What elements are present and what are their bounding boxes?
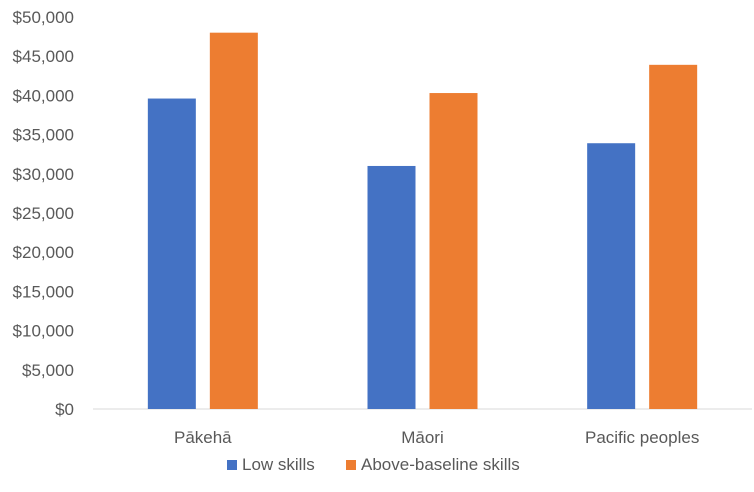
y-tick-label: $40,000 [13,86,74,105]
x-tick-label: Pākehā [174,428,232,447]
legend-swatch [346,460,356,470]
y-tick-label: $30,000 [13,165,74,184]
bar-low-skills [367,165,416,409]
y-tick-label: $20,000 [13,243,74,262]
y-tick-label: $45,000 [13,47,74,66]
bar-low-skills [587,143,636,409]
y-tick-label: $0 [55,400,74,419]
legend-label: Above-baseline skills [361,455,520,474]
legend-label: Low skills [242,455,315,474]
y-tick-label: $50,000 [13,8,74,27]
y-tick-label: $10,000 [13,322,74,341]
bars [147,32,698,410]
y-tick-label: $25,000 [13,204,74,223]
y-tick-label: $15,000 [13,282,74,301]
x-tick-label: Pacific peoples [585,428,699,447]
bar-above-baseline-skills [649,64,698,409]
bar-above-baseline-skills [209,32,258,410]
bar-above-baseline-skills [429,93,478,409]
legend-swatch [227,460,237,470]
x-axis: Pākehā Māori Pacific peoples [174,428,699,447]
y-tick-label: $35,000 [13,126,74,145]
legend: Low skills Above-baseline skills [227,455,520,474]
x-tick-label: Māori [401,428,444,447]
y-axis: $0 $5,000 $10,000 $15,000 $20,000 $25,000 $30,… [13,8,74,419]
bar-low-skills [147,98,196,409]
y-tick-label: $5,000 [22,361,74,380]
